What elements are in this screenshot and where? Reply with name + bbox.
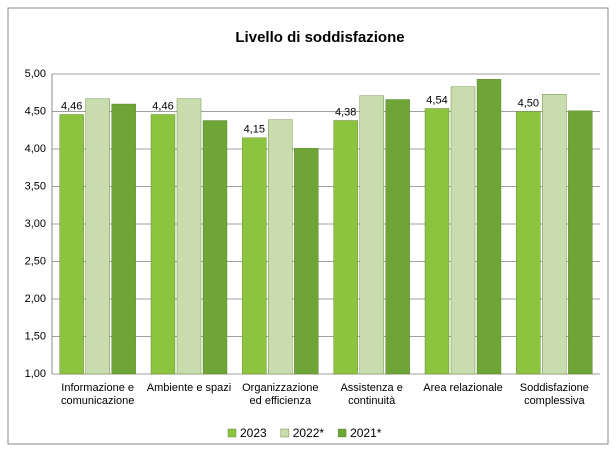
y-tick-label: 1,00 bbox=[25, 368, 46, 380]
bar bbox=[450, 86, 476, 375]
bar bbox=[424, 108, 450, 375]
legend-label: 2022* bbox=[293, 426, 325, 440]
bar bbox=[202, 120, 228, 375]
y-tick-label: 3,50 bbox=[25, 180, 46, 192]
bar bbox=[242, 137, 267, 375]
bar bbox=[150, 114, 176, 375]
y-tick-label: 2,50 bbox=[25, 255, 46, 267]
bar bbox=[385, 99, 410, 375]
x-tick-label: Ambiente e spazi bbox=[146, 382, 232, 394]
bar bbox=[568, 110, 593, 375]
chart-frame bbox=[7, 7, 609, 445]
legend-label: 2023 bbox=[240, 426, 267, 440]
x-tick-label: Soddisfazione complessiva bbox=[519, 382, 589, 407]
data-label: 4,50 bbox=[518, 97, 539, 109]
x-tick-label: Informazione e comunicazione bbox=[60, 382, 135, 407]
data-label: 4,15 bbox=[244, 124, 265, 136]
bar bbox=[268, 119, 293, 375]
bar bbox=[359, 95, 384, 375]
y-tick-label: 3,00 bbox=[25, 218, 46, 230]
bar bbox=[476, 79, 502, 375]
y-tick-label: 4,00 bbox=[25, 143, 46, 155]
legend-swatch bbox=[227, 428, 237, 438]
y-tick-label: 2,00 bbox=[25, 293, 46, 305]
data-label: 4,46 bbox=[61, 100, 82, 112]
bar bbox=[176, 98, 202, 375]
bar bbox=[111, 103, 136, 375]
legend-swatch bbox=[337, 428, 347, 438]
x-tick-label: Organizzazione ed efficienza bbox=[242, 382, 319, 407]
y-tick-label: 4,50 bbox=[25, 105, 46, 117]
bar bbox=[294, 148, 319, 375]
bar bbox=[542, 94, 567, 375]
data-label: 4,46 bbox=[152, 100, 173, 112]
legend-label: 2021* bbox=[350, 426, 382, 440]
chart-title: Livello di soddisfazione bbox=[235, 29, 404, 46]
data-label: 4,38 bbox=[335, 106, 356, 118]
y-tick-label: 1,50 bbox=[25, 330, 46, 342]
x-tick-label: Assistenza e continuità bbox=[340, 382, 403, 407]
y-tick-label: 5,00 bbox=[25, 68, 46, 80]
bar bbox=[59, 114, 84, 375]
data-label: 4,54 bbox=[426, 94, 447, 106]
bar bbox=[333, 120, 358, 375]
bar bbox=[85, 98, 110, 375]
legend-swatch bbox=[280, 428, 289, 438]
bar bbox=[516, 111, 541, 375]
x-tick-label: Area relazionale bbox=[423, 382, 503, 394]
